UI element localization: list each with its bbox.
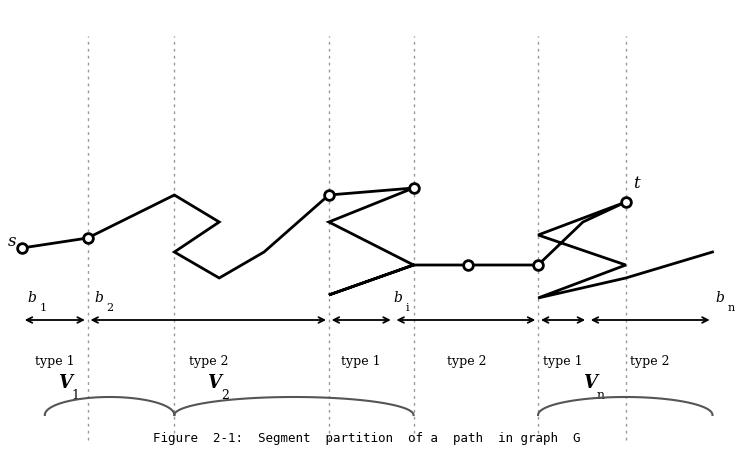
Text: n: n [597,389,605,402]
Text: b: b [715,291,724,305]
Text: V: V [583,374,597,392]
Text: b: b [28,291,37,305]
Text: type 1: type 1 [35,355,74,368]
Text: b: b [394,291,403,305]
Text: type 1: type 1 [543,355,583,368]
Text: 1: 1 [40,303,47,313]
Text: t: t [633,175,640,192]
Text: b: b [95,291,104,305]
Text: 2: 2 [222,389,229,402]
Text: Figure  2-1:  Segment  partition  of a  path  in graph  G: Figure 2-1: Segment partition of a path … [153,432,581,445]
Text: 1: 1 [71,389,79,402]
Text: V: V [58,374,72,392]
Text: type 2: type 2 [188,355,228,368]
Text: n: n [727,303,735,313]
Text: type 1: type 1 [341,355,381,368]
Text: V: V [208,374,222,392]
Text: type 2: type 2 [630,355,670,368]
Text: s: s [8,233,16,251]
Text: i: i [406,303,409,313]
Text: 2: 2 [107,303,114,313]
Text: type 2: type 2 [447,355,486,368]
